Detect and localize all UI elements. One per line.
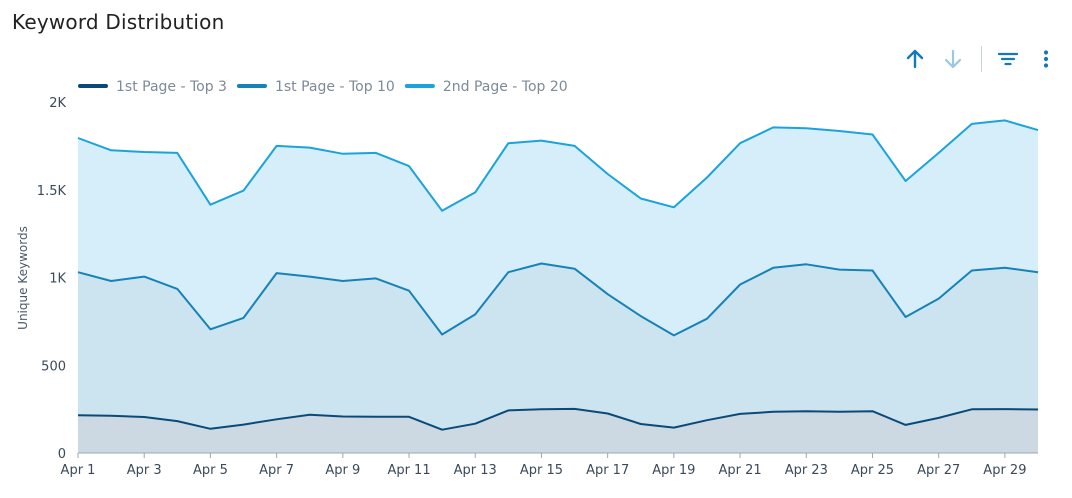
chart-legend: 1st Page - Top 3 1st Page - Top 10 2nd Pag… — [78, 79, 568, 95]
legend-item[interactable]: 1st Page - Top 10 — [236, 79, 395, 95]
more-vertical-icon — [1043, 50, 1049, 68]
x-tick-label: Apr 21 — [718, 463, 761, 478]
toolbar-divider — [981, 46, 982, 72]
y-tick-label: 0 — [58, 447, 66, 462]
x-tick-label: Apr 15 — [520, 463, 563, 478]
series-area — [78, 408, 1038, 453]
x-tick-label: Apr 17 — [586, 463, 629, 478]
chart-toolbar — [891, 44, 1060, 74]
y-tick-label: 1.5K — [37, 184, 67, 199]
series-line[interactable] — [77, 262, 1039, 337]
series-line[interactable] — [77, 119, 1039, 212]
filter-button[interactable] — [994, 45, 1022, 73]
filter-icon — [998, 52, 1018, 66]
x-tick-label: Apr 3 — [127, 463, 162, 478]
legend-item[interactable]: 2nd Page - Top 20 — [404, 79, 568, 95]
x-tick-label: Apr 23 — [785, 463, 828, 478]
x-tick-label: Apr 25 — [851, 463, 894, 478]
legend-label: 1st Page - Top 3 — [116, 79, 227, 95]
more-options-button[interactable] — [1032, 45, 1060, 73]
arrow-down-icon — [944, 49, 962, 69]
legend-item[interactable]: 1st Page - Top 3 — [78, 79, 227, 95]
x-tick-label: Apr 19 — [652, 463, 695, 478]
x-tick-label: Apr 29 — [983, 463, 1026, 478]
sort-ascending-button[interactable] — [901, 45, 929, 73]
legend-label: 1st Page - Top 10 — [275, 79, 395, 95]
series-line[interactable] — [77, 407, 1039, 431]
y-tick-label: 500 — [41, 359, 66, 374]
y-axis-label: Unique Keywords — [16, 226, 30, 330]
arrow-up-icon — [906, 49, 924, 69]
series-lines — [77, 119, 1039, 431]
x-tick-label: Apr 7 — [259, 463, 294, 478]
x-tick-label: Apr 5 — [193, 463, 228, 478]
x-tick-label: Apr 11 — [387, 463, 430, 478]
x-tick-label: Apr 13 — [454, 463, 497, 478]
x-tick-label: Apr 27 — [917, 463, 960, 478]
chart-title: Keyword Distribution — [12, 10, 225, 34]
series-area — [78, 263, 1038, 453]
sort-descending-button[interactable] — [939, 45, 967, 73]
axes: 0 500 1K 1.5K 2K Apr 1 Apr 3 Apr 5 Apr 7 Apr 9 Apr… — [37, 96, 1038, 478]
x-tick-label: Apr 1 — [61, 463, 96, 478]
x-tick-label: Apr 9 — [325, 463, 360, 478]
legend-label: 2nd Page - Top 20 — [443, 79, 568, 95]
series-areas — [78, 120, 1038, 454]
y-tick-label: 1K — [49, 272, 66, 287]
y-tick-label: 2K — [49, 96, 66, 111]
